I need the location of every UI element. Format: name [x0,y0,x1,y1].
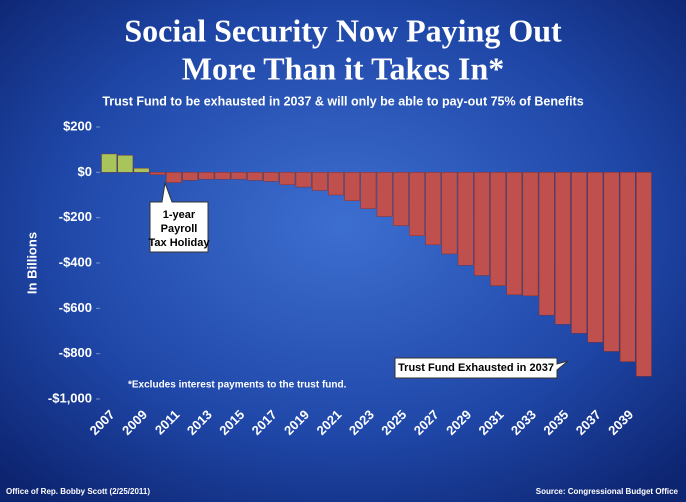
bar [603,172,620,352]
bar [506,172,523,295]
subtitle: Trust Fund to be exhausted in 2037 & wil… [102,94,583,108]
bar [117,155,134,173]
bar [538,172,555,316]
bar [425,172,442,246]
bar [295,172,312,188]
source: Source: Congressional Budget Office [536,487,679,496]
bar [441,172,458,255]
bar [360,172,377,209]
bar [214,172,231,180]
annotation: Payroll [161,223,198,235]
bar [311,172,328,191]
y-tick-label: -$800 [59,345,92,360]
chart-title: Social Security Now Paying Out [124,12,562,48]
bar [409,172,425,236]
y-tick-label: $200 [63,118,92,133]
bar [279,172,296,185]
y-tick-label: $0 [78,164,92,179]
bar [247,172,263,181]
bar [474,172,490,276]
bar [457,172,474,266]
bar [555,172,571,325]
bar [263,172,279,182]
y-tick-label: -$600 [59,300,92,315]
bar [344,172,360,201]
footnote: *Excludes interest payments to the trust… [128,380,347,391]
footer: Office of Rep. Bobby Scott (2/25/2011) [6,487,150,496]
y-axis-label: In Billions [24,232,39,294]
bar [587,172,604,343]
bar [522,172,539,297]
bar [230,172,247,180]
bar [328,172,344,196]
bar [166,172,182,183]
y-tick-label: -$400 [59,254,92,269]
bar [490,172,506,286]
bar [133,168,150,173]
annotation: Trust Fund Exhausted in 2037 [398,362,554,374]
bar [376,172,393,217]
annotation: 1-year [163,209,196,221]
bar [619,172,636,362]
callout-box [394,357,569,379]
annotation: Tax Holiday [149,237,211,249]
bar [182,172,198,181]
y-tick-label: -$1,000 [48,390,92,405]
chart-title: More Than it Takes In* [182,50,504,86]
bar [636,172,652,377]
bar [571,172,587,334]
bar [101,153,117,173]
bar [149,172,166,175]
bar [393,172,409,226]
bar [198,172,215,180]
callout-box [149,181,209,253]
y-tick-label: -$200 [59,209,92,224]
